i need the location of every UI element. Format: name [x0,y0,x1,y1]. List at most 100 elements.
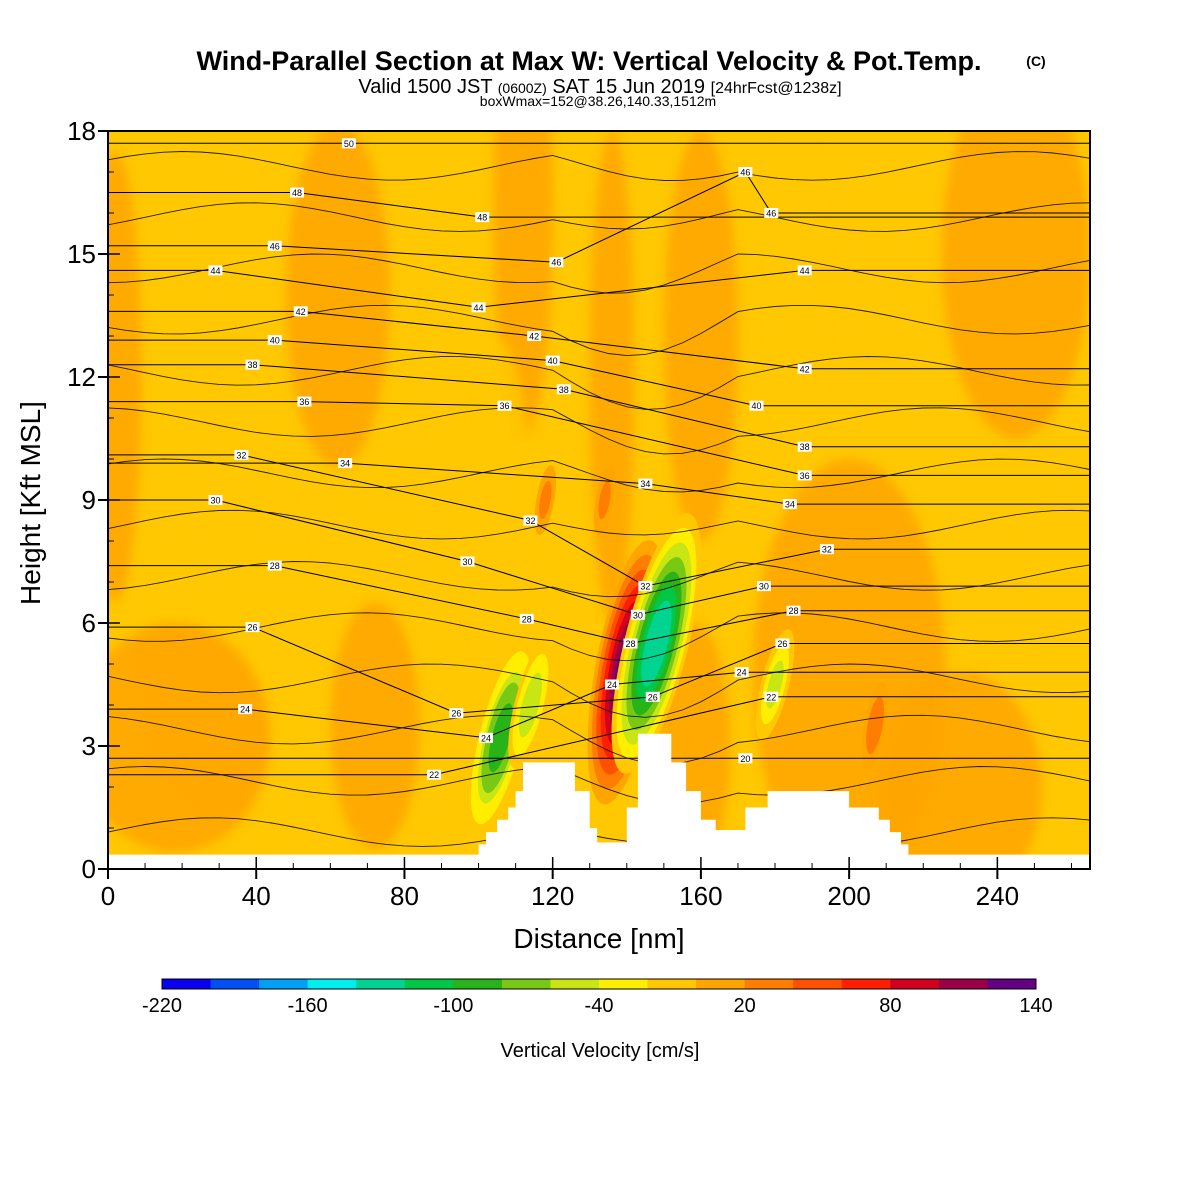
contour-label: 26 [648,692,658,702]
contour-label: 46 [551,258,561,268]
contour-label: 40 [548,356,558,366]
y-tick-label: 3 [82,731,96,761]
contour-label-box [556,384,571,395]
contour-label-box [775,638,790,649]
theta-contour [108,663,1090,718]
velocity-band [285,131,390,468]
velocity-band [108,623,271,853]
contour-label-box [738,167,753,177]
contour-label-box [297,396,312,407]
contour-label-box [638,581,653,592]
contour-label: 38 [559,385,569,395]
contour-label-box [545,355,560,366]
contour-label-box [645,691,660,702]
contour-label: 26 [777,639,787,649]
contour-label: 32 [525,516,535,526]
colorbar-swatch [938,979,988,989]
contour-label: 42 [800,364,810,374]
theta-contour [108,817,1090,847]
contour-label-box [471,302,486,313]
theta-contour [108,151,1090,181]
contour-label: 30 [462,557,472,567]
velocity-band [426,180,479,492]
y-tick-label: 9 [82,485,96,515]
contour-label: 28 [789,606,799,616]
contour-label: 32 [822,545,832,555]
colorbar-tick-label: -40 [585,995,614,1017]
theta-contour [108,671,1090,739]
y-tick-label: 0 [82,854,96,884]
contour-label: 32 [236,450,246,460]
contour-label: 40 [270,336,280,346]
theta-contours [108,142,1090,847]
contour-label-box [797,265,812,276]
contour-label-box [782,499,797,510]
downdraft-core [523,685,538,725]
velocity-band [767,131,827,480]
contour-label-box [523,515,538,526]
theta-contour [108,696,1090,776]
contour-label: 48 [477,213,487,223]
colorbar-tick-label: 80 [879,995,901,1017]
x-axis-label: Distance [nm] [513,923,684,954]
downdraft-core [646,615,667,672]
contour-label-box [341,138,356,149]
contour-label: 26 [451,709,461,719]
contour-label: 24 [607,680,617,690]
contour-label: 20 [740,754,750,764]
velocity-band [941,131,1090,439]
x-tick-label: 40 [242,881,271,911]
theta-contour [108,192,1090,218]
contour-label-box [208,265,223,276]
contour-label-box [267,335,282,346]
updraft-core [539,483,551,517]
colorbar-tick-label: -160 [288,995,328,1017]
velocity-band [330,602,420,849]
theta-contour [108,499,1090,616]
subtitle-utc: (0600Z) [498,80,547,96]
y-axis: 0 3 6 9 12 15 18 [67,116,120,884]
x-tick-label: 120 [531,881,574,911]
x-tick-label: 160 [679,881,722,911]
contour-label: 34 [340,459,350,469]
contour-label-box [786,605,801,616]
contour-label: 22 [766,692,776,702]
contour-label: 50 [344,139,354,149]
contour-label: 24 [240,705,250,715]
contour-label: 28 [522,614,532,624]
colorbar-swatch [987,979,1037,989]
x-tick-label: 80 [390,881,419,911]
theta-contour [108,612,1090,662]
downdraft-core [492,713,510,762]
contour-label: 42 [296,307,306,317]
x-tick-label: 200 [827,881,870,911]
terrain-mask [108,733,1090,869]
contour-label-box [497,400,512,411]
x-axis: 0 40 80 120 160 200 240 [101,857,1072,911]
chart-subtitle: Valid 1500 JST (0600Z) SAT 15 Jun 2019 [… [358,76,841,98]
contour-label-box [764,208,779,218]
theta-contour [108,766,1090,804]
updraft-core [599,483,610,517]
contour-label: 24 [737,668,747,678]
contour-label-box [293,306,308,317]
contour-label: 44 [210,266,220,276]
colorbar-swatch [841,979,891,989]
contour-label: 30 [210,496,220,506]
updraft-core [869,707,881,744]
colorbar-swatch [307,979,357,989]
contour-label: 30 [759,582,769,592]
chart-subtitle-2: boxWmax=152@38.26,140.33,1512m [480,93,716,109]
contour-label: 46 [740,168,750,178]
plot-area: 50 48 46 44 42 40 38 36 32 34 30 28 26 24 48 46 44 42 40 38… [108,131,1090,869]
y-tick-label: 6 [82,608,96,638]
colorbar-swatch [404,979,454,989]
contour-label-box [267,240,282,251]
contour-label: 34 [785,500,795,510]
velocity-band [663,131,738,541]
colorbar-swatch [599,979,649,989]
contour-label-box [460,556,475,567]
theta-contour [108,253,1090,294]
contour-label: 40 [751,401,761,411]
